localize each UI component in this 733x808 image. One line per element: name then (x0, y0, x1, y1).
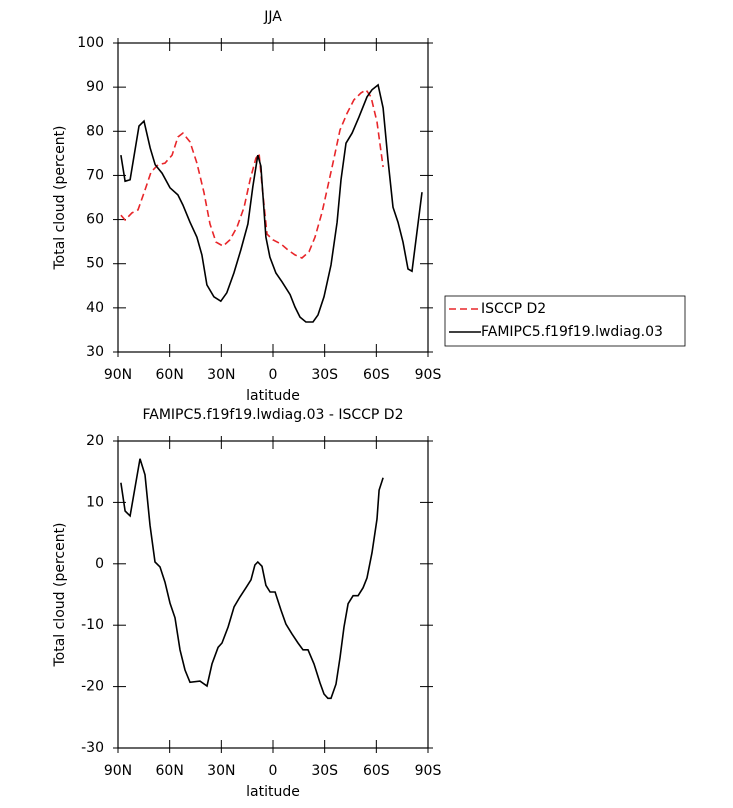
x-tick-label: 30S (311, 367, 338, 383)
x-tick-label: 0 (269, 763, 278, 779)
x-tick-label: 30S (311, 763, 338, 779)
x-tick-label: 90N (104, 763, 132, 779)
y-tick-label: 80 (86, 123, 104, 139)
y-tick-label: 10 (86, 494, 104, 510)
y-tick-label: 40 (86, 300, 104, 316)
x-tick-label: 30N (207, 367, 235, 383)
legend-frame (444, 295, 686, 347)
plot-frame (117, 42, 429, 353)
y-tick-label: -10 (81, 617, 104, 633)
x-tick-label: 60S (363, 763, 390, 779)
data-line (120, 458, 384, 700)
plot-frame (117, 440, 429, 749)
y-tick-label: 70 (86, 167, 104, 183)
data-line (120, 83, 423, 323)
y-tick-label: 0 (95, 556, 104, 572)
chart-title: FAMIPC5.f19f19.lwdiag.03 - ISCCP D2 (142, 407, 403, 423)
x-tick-label: 90N (104, 367, 132, 383)
y-tick-label: 50 (86, 256, 104, 272)
y-tick-label: -20 (81, 679, 104, 695)
x-tick-label: 90S (415, 763, 442, 779)
y-axis-label: Total cloud (percent) (52, 125, 68, 270)
y-tick-label: 20 (86, 433, 104, 449)
y-tick-label: 100 (77, 35, 104, 51)
x-tick-label: 90S (415, 367, 442, 383)
x-axis-label: latitude (246, 784, 300, 800)
y-tick-label: 90 (86, 79, 104, 95)
y-tick-label: 60 (86, 212, 104, 228)
legend-label: ISCCP D2 (481, 301, 546, 317)
x-tick-label: 60S (363, 367, 390, 383)
x-tick-label: 30N (207, 763, 235, 779)
y-tick-label: -30 (81, 740, 104, 756)
x-axis-label: latitude (246, 388, 300, 404)
y-tick-label: 30 (86, 344, 104, 360)
legend-label: FAMIPC5.f19f19.lwdiag.03 (481, 324, 663, 340)
y-axis-label: Total cloud (percent) (52, 522, 68, 667)
x-tick-label: 60N (156, 367, 184, 383)
x-tick-label: 0 (269, 367, 278, 383)
x-tick-label: 60N (156, 763, 184, 779)
chart-title: JJA (263, 9, 282, 25)
data-line (120, 88, 384, 259)
